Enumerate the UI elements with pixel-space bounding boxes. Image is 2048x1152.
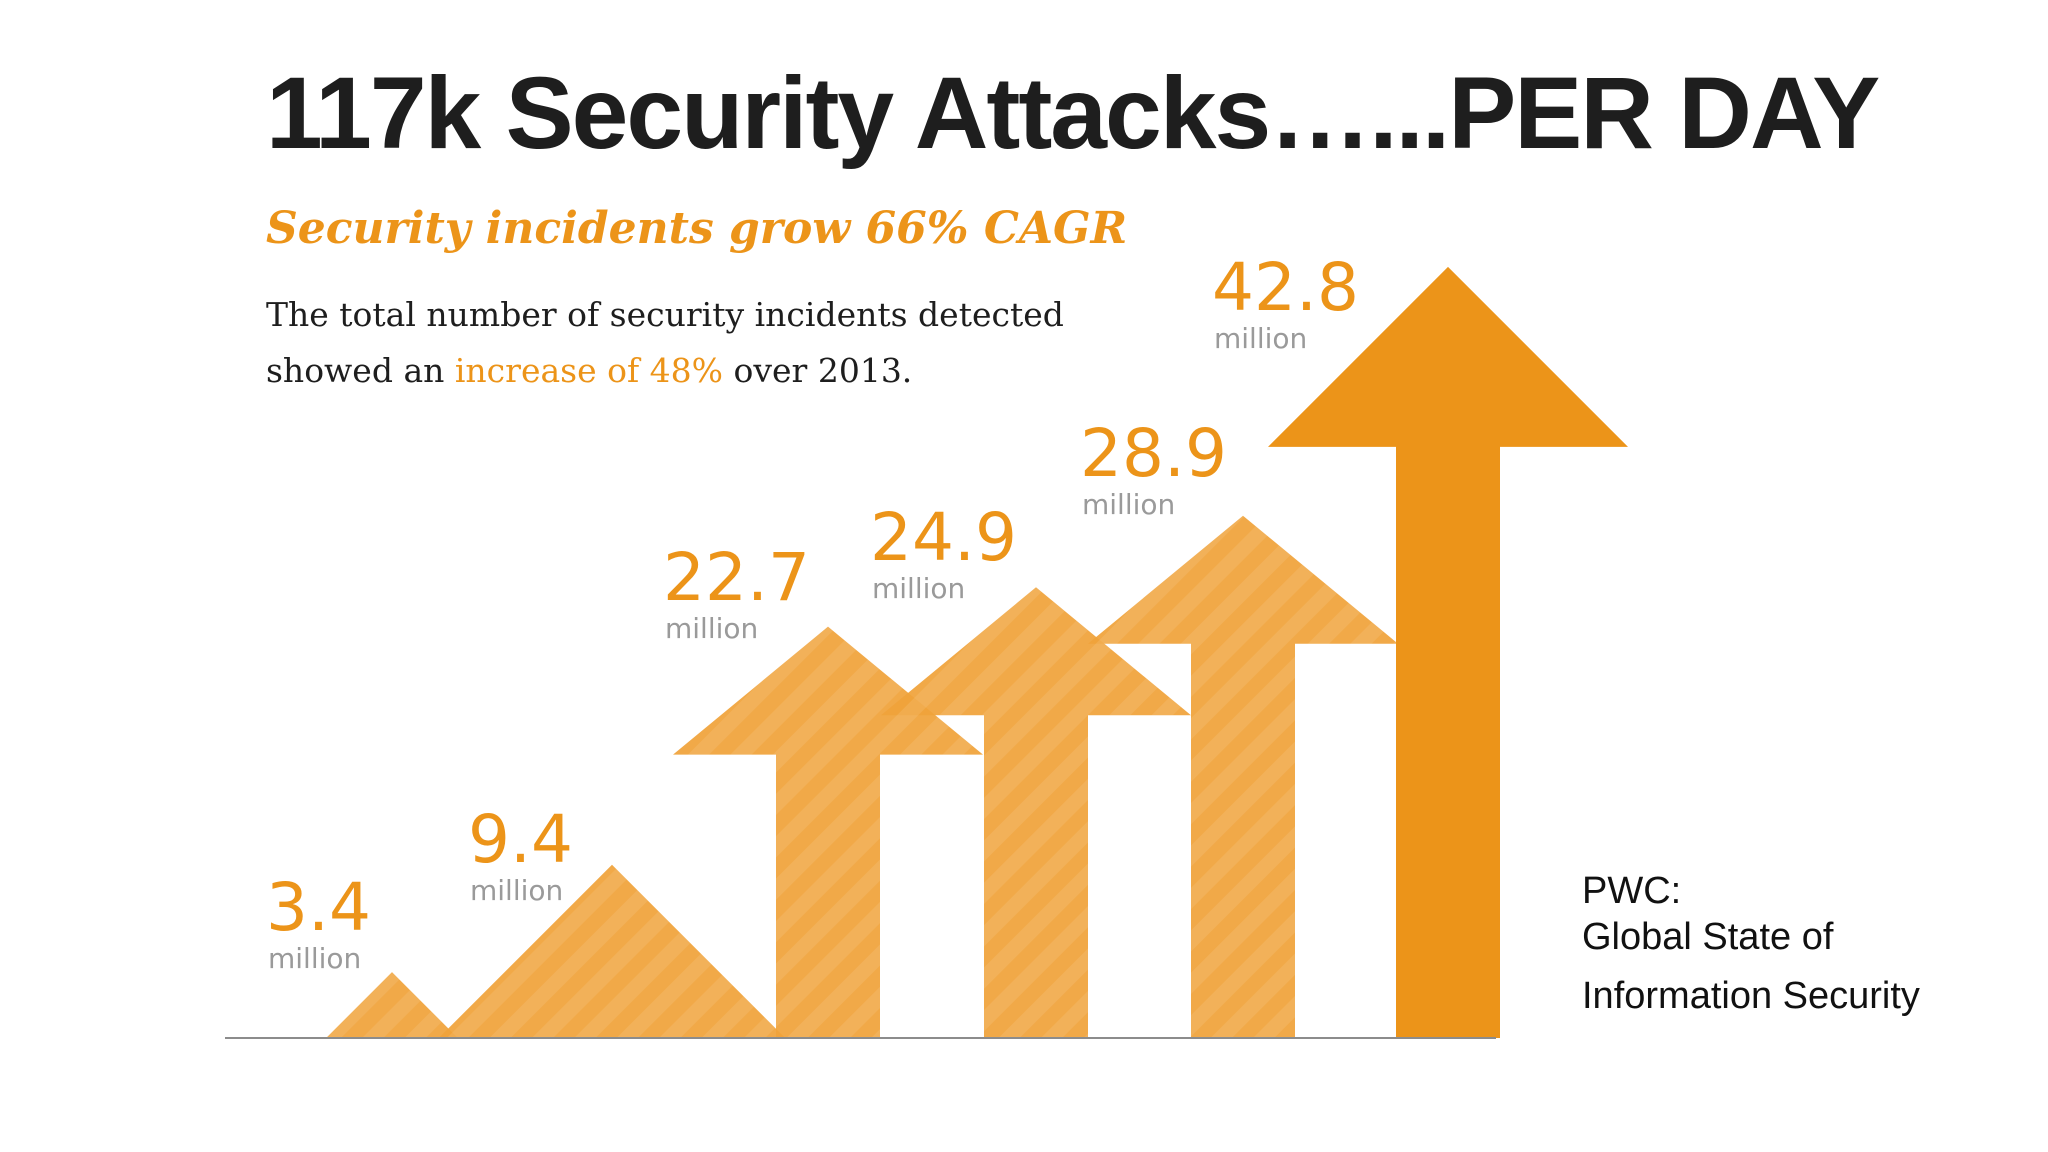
- value-label-2: 9.4: [468, 801, 573, 878]
- source-citation: PWC: Global State of Information Securit…: [1582, 868, 1920, 1019]
- unit-label-6: million: [1214, 322, 1307, 355]
- arrow-bar-4: [881, 587, 1191, 1038]
- description-text-end: over 2013.: [723, 351, 913, 390]
- arrow-bar-3: [673, 626, 983, 1038]
- arrow-bar-6: [1268, 266, 1628, 1038]
- unit-label-1: million: [268, 942, 361, 975]
- arrow-stripes-2: [438, 864, 786, 1038]
- arrow-stripes-5: [1088, 515, 1398, 1038]
- value-label-4: 24.9: [870, 499, 1017, 576]
- arrow-shape-6: [1268, 266, 1628, 1038]
- source-line-3: Information Security: [1582, 975, 1920, 1017]
- arrow-bar-2: [438, 864, 786, 1038]
- arrow-bar-5: [1088, 515, 1398, 1038]
- unit-label-2: million: [470, 874, 563, 907]
- value-label-6: 42.8: [1212, 249, 1359, 326]
- unit-label-4: million: [872, 572, 965, 605]
- source-line-2: Global State of: [1582, 916, 1834, 958]
- chart-description: The total number of security incidents d…: [266, 287, 1066, 399]
- value-label-1: 3.4: [266, 869, 371, 946]
- arrow-stripes-1: [326, 972, 458, 1038]
- value-label-3: 22.7: [663, 539, 810, 616]
- description-text: The total number of security incidents d…: [266, 295, 1064, 390]
- chart-subtitle: Security incidents grow 66% CAGR: [266, 203, 1128, 254]
- arrow-bar-1: [326, 972, 458, 1038]
- unit-label-3: million: [665, 612, 758, 645]
- unit-label-5: million: [1082, 488, 1175, 521]
- description-highlight: increase of 48%: [454, 351, 724, 390]
- arrow-stripes-3: [673, 626, 983, 1038]
- arrow-stripes-4: [881, 587, 1191, 1038]
- slide-title: 117k Security Attacks…...PER DAY: [266, 56, 1880, 170]
- value-label-5: 28.9: [1080, 415, 1227, 492]
- source-line-1: PWC:: [1582, 870, 1682, 912]
